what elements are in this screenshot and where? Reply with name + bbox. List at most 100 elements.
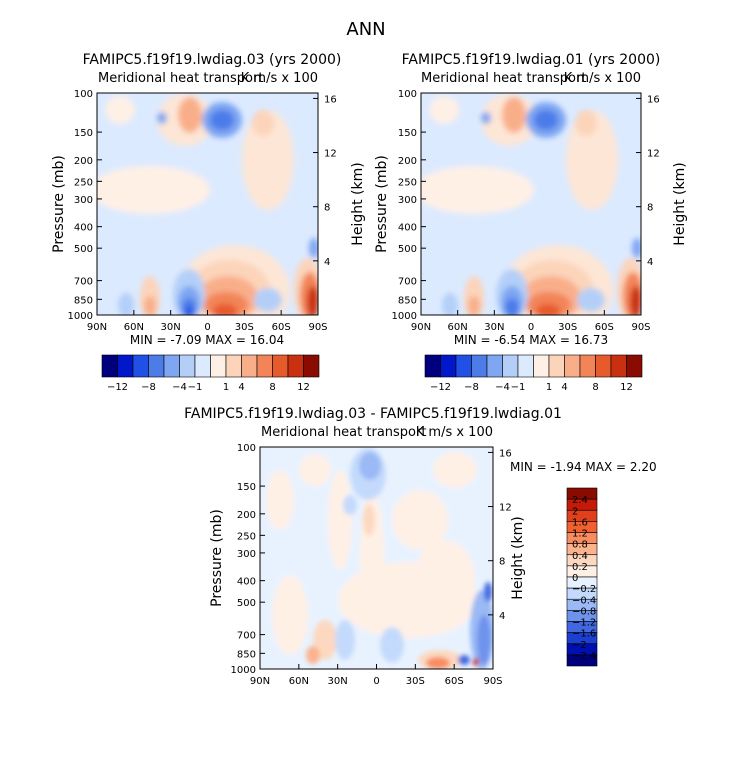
x-tick-label: 90N [411,322,431,333]
x-tick-label: 0 [528,322,534,333]
colorbar-swatch [566,654,598,667]
colorbar-swatch [440,354,457,378]
y-tick-label: 200 [74,156,93,167]
colorbar-label: 1.6 [572,517,588,528]
colorbar-label: −4 [495,382,510,393]
colorbar-swatch [533,354,550,378]
colorbar-swatch [179,354,196,378]
panel-1-title: FAMIPC5.f19f19.lwdiag.03 (yrs 2000) [83,52,342,68]
y-tick-label: 250 [237,531,256,542]
panel-1-stats: MIN = -7.09 MAX = 16.04 [130,333,284,347]
colorbar-label: 8 [269,382,275,393]
colorbar-label: 2.4 [572,495,588,506]
y2-tick-label: 4 [499,611,505,622]
y-tick-label: 250 [74,177,93,188]
colorbar-swatch [564,354,581,378]
colorbar-swatch [148,354,165,378]
colorbar-swatch [241,354,258,378]
colorbar-label: −8 [464,382,479,393]
panel-3-units: K m/s x 100 [416,425,493,440]
colorbar-swatch [626,354,643,378]
panel-2-title: FAMIPC5.f19f19.lwdiag.01 (yrs 2000) [402,52,661,68]
y-tick-label: 100 [74,89,93,100]
colorbar-label: −1 [511,382,526,393]
panel-2-stats: MIN = -6.54 MAX = 16.73 [454,333,608,347]
panel-1-colorbar: −12 −8 −4 −1 1 4 8 12 [101,354,320,393]
colorbar-label: 1 [223,382,229,393]
colorbar-swatch [424,354,441,378]
y-tick-label: 100 [398,89,417,100]
y-tick-label: 700 [74,277,93,288]
y-tick-label: 1000 [231,665,256,676]
colorbar-label: 0.4 [572,551,588,562]
panel-3: FAMIPC5.f19f19.lwdiag.03 - FAMIPC5.f19f1… [184,406,657,687]
y-tick-label: 150 [398,128,417,139]
y-tick-label: 850 [237,649,256,660]
panel-3-y2label: Height (km) [510,516,526,599]
y2-tick-label: 12 [324,149,337,160]
y-tick-label: 500 [237,598,256,609]
x-tick-label: 0 [204,322,210,333]
y-tick-label: 500 [398,244,417,255]
colorbar-label: 1 [546,382,552,393]
colorbar-label: −8 [141,382,156,393]
panel-2-units: K m/s x 100 [564,71,641,86]
colorbar-label: −0.4 [572,595,596,606]
colorbar-label: −1.2 [572,618,596,629]
panel-1-units: K m/s x 100 [241,71,318,86]
y-tick-label: 100 [237,443,256,454]
panel-2-subtitle: Meridional heat transport [421,71,586,86]
y-tick-label: 850 [74,295,93,306]
y-tick-label: 850 [398,295,417,306]
x-tick-label: 30S [558,322,577,333]
colorbar-label: −12 [107,382,128,393]
colorbar-swatch [303,354,320,378]
colorbar-label: 12 [297,382,310,393]
panel-2-ylabel: Pressure (mb) [374,155,390,253]
y-tick-label: 400 [237,577,256,588]
panel-3-stats: MIN = -1.94 MAX = 2.20 [510,460,657,474]
x-tick-label: 90N [250,676,270,687]
y-tick-label: 300 [398,195,417,206]
y-tick-label: 300 [237,549,256,560]
colorbar-swatch [471,354,488,378]
y-tick-label: 500 [74,244,93,255]
colorbar-swatch [455,354,472,378]
y-tick-label: 150 [74,128,93,139]
colorbar-swatch [132,354,149,378]
panel-3-ylabel: Pressure (mb) [209,509,225,607]
panel-2-y2label: Height (km) [672,162,688,245]
panel-1-ylabel: Pressure (mb) [51,155,67,253]
y-tick-label: 1000 [68,311,93,322]
colorbar-label: 0.2 [572,562,588,573]
x-tick-label: 30S [406,676,425,687]
y2-tick-label: 8 [647,203,653,214]
colorbar-label: −1 [188,382,203,393]
panel-2: FAMIPC5.f19f19.lwdiag.01 (yrs 2000) Meri… [374,52,688,393]
x-tick-label: 60N [289,676,309,687]
colorbar-label: −0.8 [572,606,596,617]
y2-tick-label: 8 [499,557,505,568]
y-tick-label: 150 [237,482,256,493]
x-tick-label: 60S [272,322,291,333]
x-tick-label: 60N [448,322,468,333]
colorbar-label: 4 [561,382,567,393]
colorbar-swatch [595,354,612,378]
x-tick-label: 90S [308,322,327,333]
x-tick-label: 90S [631,322,650,333]
colorbar-swatch [287,354,304,378]
colorbar-swatch [517,354,534,378]
colorbar-swatch [272,354,289,378]
y-tick-label: 400 [398,223,417,234]
colorbar-label: −2 [572,640,587,651]
x-tick-label: 60S [445,676,464,687]
colorbar-swatch [225,354,242,378]
y-tick-label: 700 [237,631,256,642]
colorbar-label: −0.2 [572,584,596,595]
colorbar-label: 2 [572,506,578,517]
colorbar-label: 0 [572,573,578,584]
y2-tick-label: 4 [647,257,653,268]
